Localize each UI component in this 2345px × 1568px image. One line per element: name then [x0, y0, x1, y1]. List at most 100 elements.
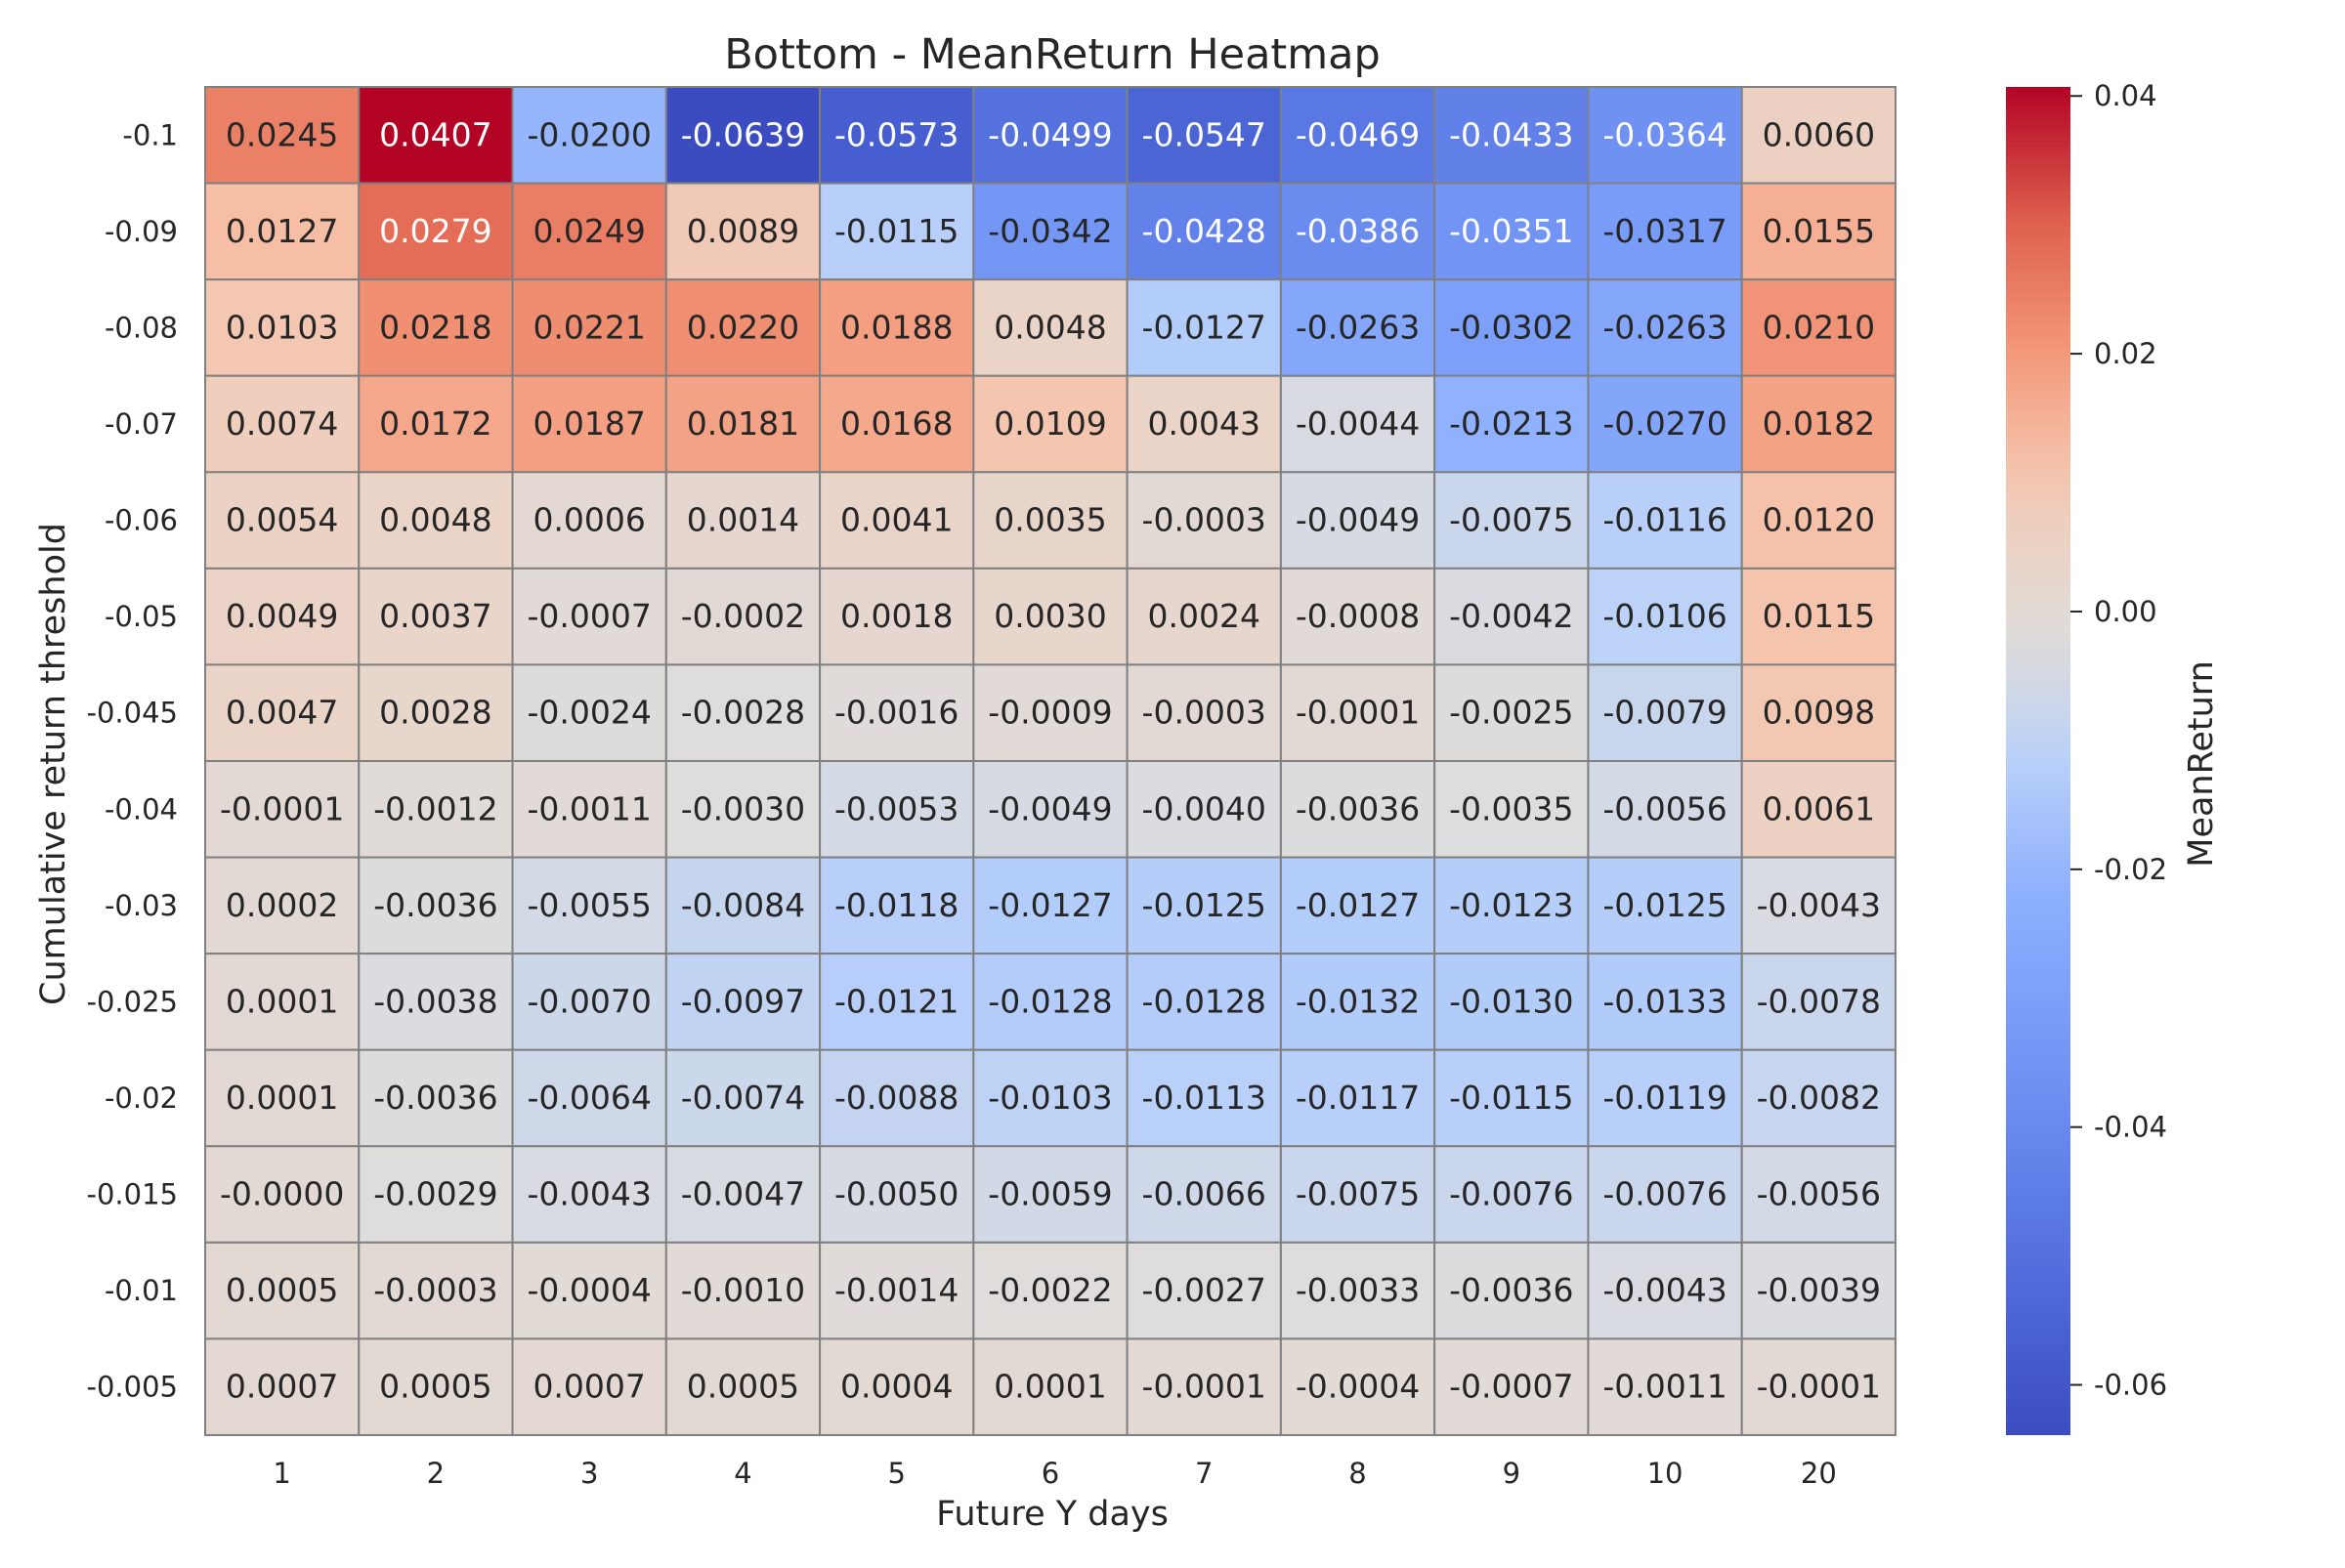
heatmap-cell: [1740, 374, 1897, 474]
x-tick-label: 4: [734, 1457, 751, 1490]
heatmap-cell: [972, 374, 1129, 474]
cell-value-label: -0.0123: [1449, 886, 1573, 924]
heatmap-cell: [511, 953, 667, 1051]
cell-value-label: -0.0088: [834, 1079, 959, 1117]
heatmap-cells: 0.0245 0.0407 -0.0200 -0.0639 -0.0573 -0.0499…: [204, 86, 1897, 1436]
heatmap-cell: [1740, 471, 1897, 570]
cell-value-label: 0.0187: [533, 404, 645, 443]
cell-value-label: -0.0036: [373, 886, 497, 924]
cell-value-label: 0.0054: [226, 501, 338, 539]
heatmap-cell: [204, 856, 361, 955]
cell-value-label: -0.0084: [681, 886, 805, 924]
x-axis-title: Future Y days: [936, 1495, 1169, 1534]
y-tick-label: -0.03: [105, 889, 178, 922]
heatmap-cell: [1279, 182, 1436, 281]
cell-value-label: -0.0025: [1449, 694, 1573, 732]
cell-value-label: -0.0097: [681, 982, 805, 1020]
cell-value-label: 0.0279: [379, 212, 491, 250]
heatmap-cell: [1740, 1048, 1897, 1148]
heatmap-cell: [1126, 1145, 1282, 1244]
cell-value-label: 0.0007: [533, 1368, 645, 1406]
heatmap-cell: [511, 1145, 667, 1244]
cell-value-label: -0.0113: [1142, 1079, 1266, 1117]
cell-value-label: -0.0056: [1602, 789, 1727, 827]
cell-value-label: 0.0407: [379, 115, 491, 153]
heatmap-cell: [1740, 278, 1897, 377]
heatmap-cell: [1587, 86, 1743, 185]
cell-value-label: 0.0030: [994, 597, 1106, 635]
cell-value-label: 0.0007: [226, 1368, 338, 1406]
cell-value-label: 0.0182: [1763, 404, 1875, 443]
cell-value-label: -0.0003: [373, 1271, 497, 1309]
cell-value-label: 0.0060: [1763, 115, 1875, 153]
cell-value-label: -0.0079: [1602, 694, 1727, 732]
heatmap-cell: [1740, 1241, 1897, 1340]
cell-value-label: -0.0027: [1142, 1271, 1266, 1309]
cell-value-label: -0.0130: [1449, 982, 1573, 1020]
cell-value-label: -0.0042: [1449, 597, 1573, 635]
heatmap-cell: [511, 1048, 667, 1148]
heatmap-cell: [358, 759, 514, 859]
heatmap-cell: [972, 1145, 1129, 1244]
cell-value-label: 0.0245: [226, 115, 338, 153]
heatmap-cell: [1433, 278, 1590, 377]
cell-value-label: -0.0011: [527, 789, 651, 827]
heatmap-cell: [204, 759, 361, 859]
heatmap-cell: [972, 759, 1129, 859]
heatmap-cell: [1587, 663, 1743, 762]
cell-value-label: -0.0317: [1602, 212, 1727, 250]
cell-value-label: -0.0200: [527, 115, 651, 153]
colorbar-tick-label: 0.02: [2094, 337, 2157, 370]
colorbar-tick-label: 0.00: [2094, 595, 2157, 628]
x-tick-label: 10: [1647, 1457, 1684, 1490]
heatmap-cell: [204, 953, 361, 1051]
heatmap-cell: [819, 182, 975, 281]
heatmap-cell: [358, 86, 514, 185]
colorbar-ticks: 0.04 0.02 0.00 -0.02 -0.04 -0.06: [2070, 79, 2167, 1402]
cell-value-label: -0.0004: [1296, 1368, 1420, 1406]
colorbar-tick-label: -0.06: [2094, 1369, 2167, 1402]
cell-value-label: -0.0064: [527, 1079, 651, 1117]
cell-value-label: -0.0115: [834, 212, 959, 250]
cell-value-label: -0.0075: [1449, 501, 1573, 539]
cell-value-label: 0.0035: [994, 501, 1106, 539]
cell-value-label: -0.0263: [1602, 308, 1727, 346]
heatmap-cell: [819, 1145, 975, 1244]
heatmap-cell: [204, 471, 361, 570]
cell-value-label: -0.0127: [988, 886, 1112, 924]
heatmap-cell: [819, 278, 975, 377]
cell-value-label: 0.0120: [1763, 501, 1875, 539]
cell-value-label: -0.0016: [834, 694, 959, 732]
cell-value-label: -0.0127: [1296, 886, 1420, 924]
cell-value-label: 0.0005: [687, 1368, 799, 1406]
heatmap-cell: [204, 182, 361, 281]
cell-value-label: -0.0003: [1142, 694, 1266, 732]
heatmap-cell: [511, 471, 667, 570]
heatmap-cell: [972, 856, 1129, 955]
colorbar: [2006, 87, 2070, 1435]
cell-value-label: 0.0115: [1763, 597, 1875, 635]
heatmap-cell: [1587, 1241, 1743, 1340]
cell-value-label: -0.0074: [681, 1079, 805, 1117]
heatmap-cell: [664, 471, 822, 570]
cell-value-label: -0.0035: [1449, 789, 1573, 827]
cell-value-label: -0.0036: [1296, 789, 1420, 827]
cell-value-label: -0.0103: [988, 1079, 1112, 1117]
cell-value-label: -0.0066: [1142, 1175, 1266, 1213]
cell-value-label: -0.0024: [527, 694, 651, 732]
cell-value-label: -0.0022: [988, 1271, 1112, 1309]
heatmap-cell: [1126, 471, 1282, 570]
cell-value-label: -0.0342: [988, 212, 1112, 250]
cell-value-label: -0.0263: [1296, 308, 1420, 346]
heatmap-cell: [1126, 278, 1282, 377]
heatmap-cell: [204, 567, 361, 666]
cell-value-label: 0.0098: [1763, 694, 1875, 732]
y-tick-labels: -0.1 -0.09 -0.08 -0.07 -0.06 -0.05 -0.045 -0.04…: [87, 118, 179, 1403]
y-tick-label: -0.1: [122, 118, 178, 151]
heatmap-cell: [204, 278, 361, 377]
cell-value-label: -0.0469: [1296, 115, 1420, 153]
cell-value-label: 0.0220: [687, 308, 799, 346]
heatmap-cell: [1433, 953, 1590, 1051]
cell-value-label: -0.0029: [373, 1175, 497, 1213]
